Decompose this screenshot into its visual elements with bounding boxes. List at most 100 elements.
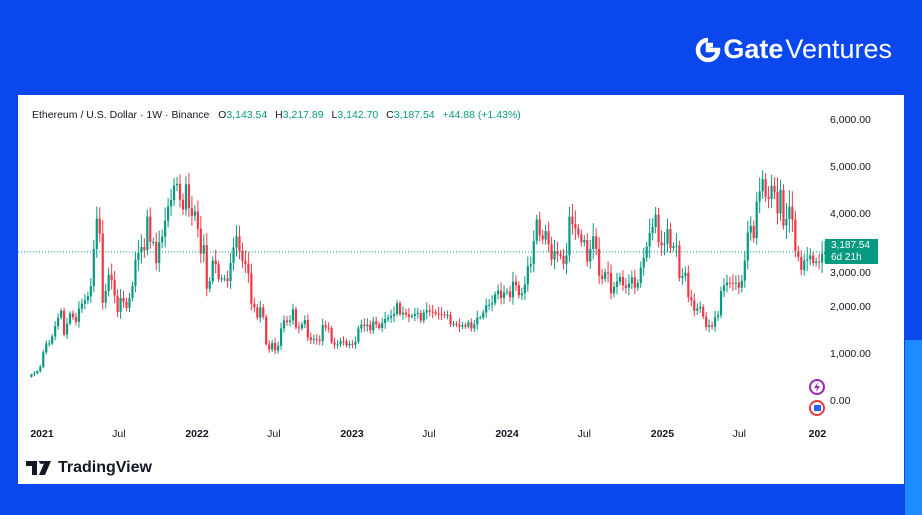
- low-value: 3,142.70: [337, 109, 379, 121]
- candle-body: [315, 339, 318, 341]
- candle-body: [645, 246, 648, 258]
- candle-body: [455, 323, 458, 325]
- candle-body: [181, 199, 185, 210]
- candle-body: [687, 272, 690, 298]
- candle-body: [743, 260, 746, 281]
- candle-body: [175, 183, 179, 186]
- candle-body: [731, 283, 735, 285]
- candle-body: [348, 343, 351, 346]
- candle-body: [577, 228, 580, 235]
- candle-body: [725, 282, 729, 286]
- candle-body: [678, 245, 681, 278]
- open-value: 3,143.54: [226, 109, 268, 121]
- candle-body: [369, 324, 372, 331]
- candle-body: [574, 224, 577, 229]
- candle-body: [529, 264, 532, 267]
- candle-body: [675, 245, 678, 247]
- candle-body: [541, 235, 544, 240]
- change-value: +44.88 (+1.43%): [442, 109, 521, 121]
- open-label: O: [218, 109, 227, 121]
- x-tick-label: Jul: [422, 428, 436, 440]
- candle-body: [627, 283, 630, 288]
- candle-body: [285, 320, 289, 322]
- candle-body: [268, 344, 271, 350]
- event-lightning-icon: [809, 379, 825, 395]
- candle-body: [776, 191, 779, 214]
- y-tick-label: 1,000.00: [830, 348, 871, 361]
- candle-body: [389, 315, 393, 318]
- x-tick-label: Jul: [732, 428, 746, 440]
- candle-body: [589, 248, 592, 262]
- candle-body: [494, 294, 497, 304]
- candle-body: [431, 311, 434, 313]
- candle-body: [395, 303, 399, 314]
- candle-body: [164, 220, 167, 237]
- y-tick-label: 5,000.00: [830, 161, 871, 173]
- candle-body: [330, 327, 333, 343]
- candle-body: [696, 308, 699, 311]
- event-icons[interactable]: [806, 378, 828, 420]
- close-label: C: [386, 109, 394, 121]
- candle-body: [39, 366, 42, 372]
- candle-body: [48, 343, 51, 345]
- candle-body: [815, 261, 818, 263]
- candle-body: [199, 228, 202, 254]
- candle-body: [749, 225, 752, 233]
- candle-body: [592, 236, 595, 249]
- candle-body: [45, 343, 48, 353]
- candle-body: [583, 240, 586, 243]
- candle-body: [728, 282, 732, 284]
- candle-body: [708, 325, 711, 328]
- candle-body: [479, 317, 482, 319]
- candle-body: [104, 291, 107, 303]
- candle-body: [580, 234, 583, 243]
- candle-body: [603, 272, 607, 279]
- candle-body: [636, 283, 639, 288]
- candle-body: [89, 286, 92, 297]
- candle-body: [820, 253, 824, 263]
- candle-body: [155, 241, 158, 263]
- symbol-title: Ethereum / U.S. Dollar · 1W · Binance: [32, 109, 210, 121]
- candle-body: [68, 313, 72, 324]
- candle-body: [407, 314, 411, 317]
- candle-body: [488, 304, 491, 306]
- candle-body: [496, 290, 500, 295]
- candle-body: [169, 200, 173, 207]
- candle-body: [360, 324, 363, 329]
- low-label: L: [331, 109, 338, 121]
- candle-body: [256, 307, 259, 318]
- candle-body: [809, 255, 812, 260]
- candle-body: [98, 218, 101, 234]
- candle-body: [342, 341, 345, 343]
- candle-body: [508, 291, 512, 298]
- candle-body: [363, 324, 366, 327]
- candle-body: [107, 274, 110, 292]
- candle-body: [794, 219, 797, 252]
- candle-body: [425, 310, 428, 313]
- candle-body: [288, 320, 292, 322]
- candle-body: [271, 342, 274, 350]
- candle-body: [178, 183, 182, 200]
- candle-body: [265, 316, 268, 345]
- candle-body: [128, 298, 131, 308]
- candle-body: [803, 260, 806, 270]
- candle-body: [791, 206, 794, 220]
- candlestick-chart[interactable]: [18, 95, 904, 484]
- candle-body: [609, 272, 613, 294]
- candle-body: [452, 323, 455, 325]
- candle-body: [384, 319, 387, 323]
- candle-body: [392, 313, 396, 316]
- candle-body: [172, 185, 176, 201]
- y-tick-label: 2,000.00: [830, 301, 871, 314]
- candle-body: [232, 247, 235, 263]
- candle-body: [30, 374, 33, 377]
- candle-body: [511, 281, 515, 298]
- candle-body: [758, 191, 761, 202]
- x-tick-label: Jul: [112, 428, 126, 440]
- candle-body: [699, 306, 702, 309]
- candle-body: [202, 245, 205, 254]
- candle-body: [146, 216, 149, 251]
- tradingview-logo[interactable]: TradingView: [26, 459, 152, 477]
- candle-body: [398, 303, 402, 315]
- candle-body: [86, 296, 89, 301]
